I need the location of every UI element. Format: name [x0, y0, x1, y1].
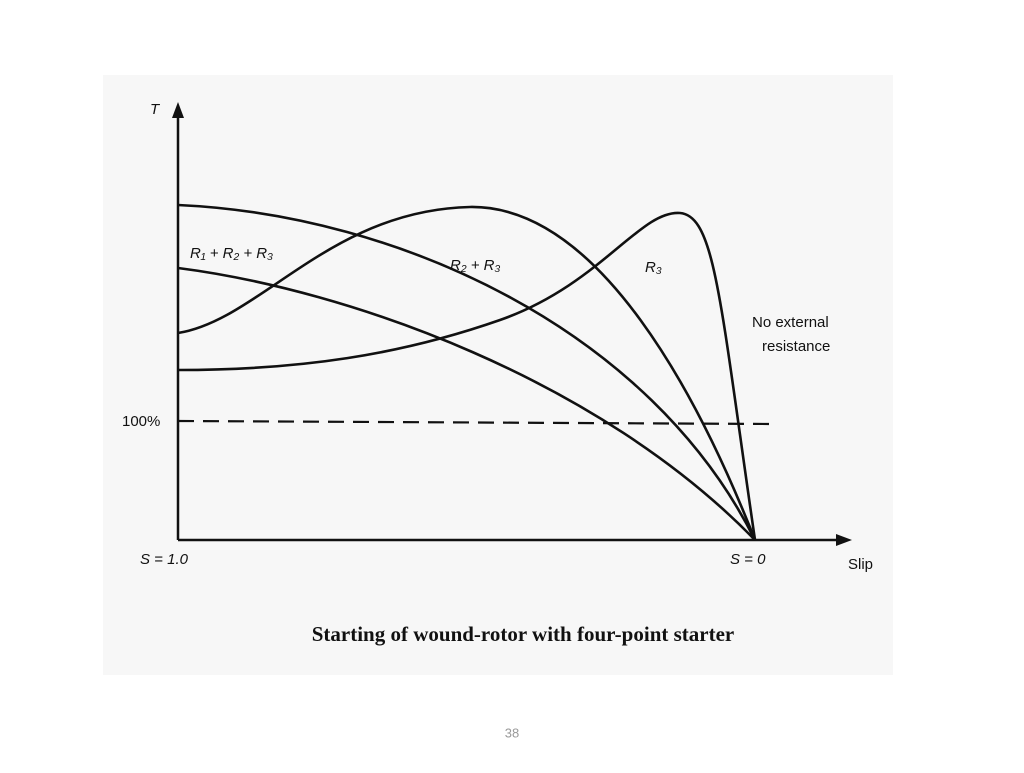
figure-background [103, 75, 893, 675]
curve-no-resistance-side [177, 203, 757, 541]
page-number: 38 [505, 725, 519, 740]
curve-label: R₂ + R₃ [450, 257, 500, 274]
curve-r1-r2-r3 [177, 266, 756, 541]
no-resistance-label: No external [752, 314, 829, 331]
x-start-label: S = 1.0 [140, 551, 189, 568]
curve-r2-r3 [177, 205, 757, 541]
curve-label: R₃ [645, 259, 662, 276]
x-end-label: S = 0 [730, 551, 766, 568]
axis-y-label: T [150, 101, 161, 118]
curve-r3 [177, 211, 757, 541]
reference-label: 100% [122, 413, 160, 430]
x-arrow [836, 534, 852, 546]
y-arrow [172, 102, 184, 118]
caption: Starting of wound-rotor with four-point … [312, 622, 735, 646]
no-resistance-label: resistance [762, 338, 830, 355]
curve-label: R₁ + R₂ + R₃ [190, 245, 273, 262]
axis-x-label: Slip [848, 556, 873, 573]
